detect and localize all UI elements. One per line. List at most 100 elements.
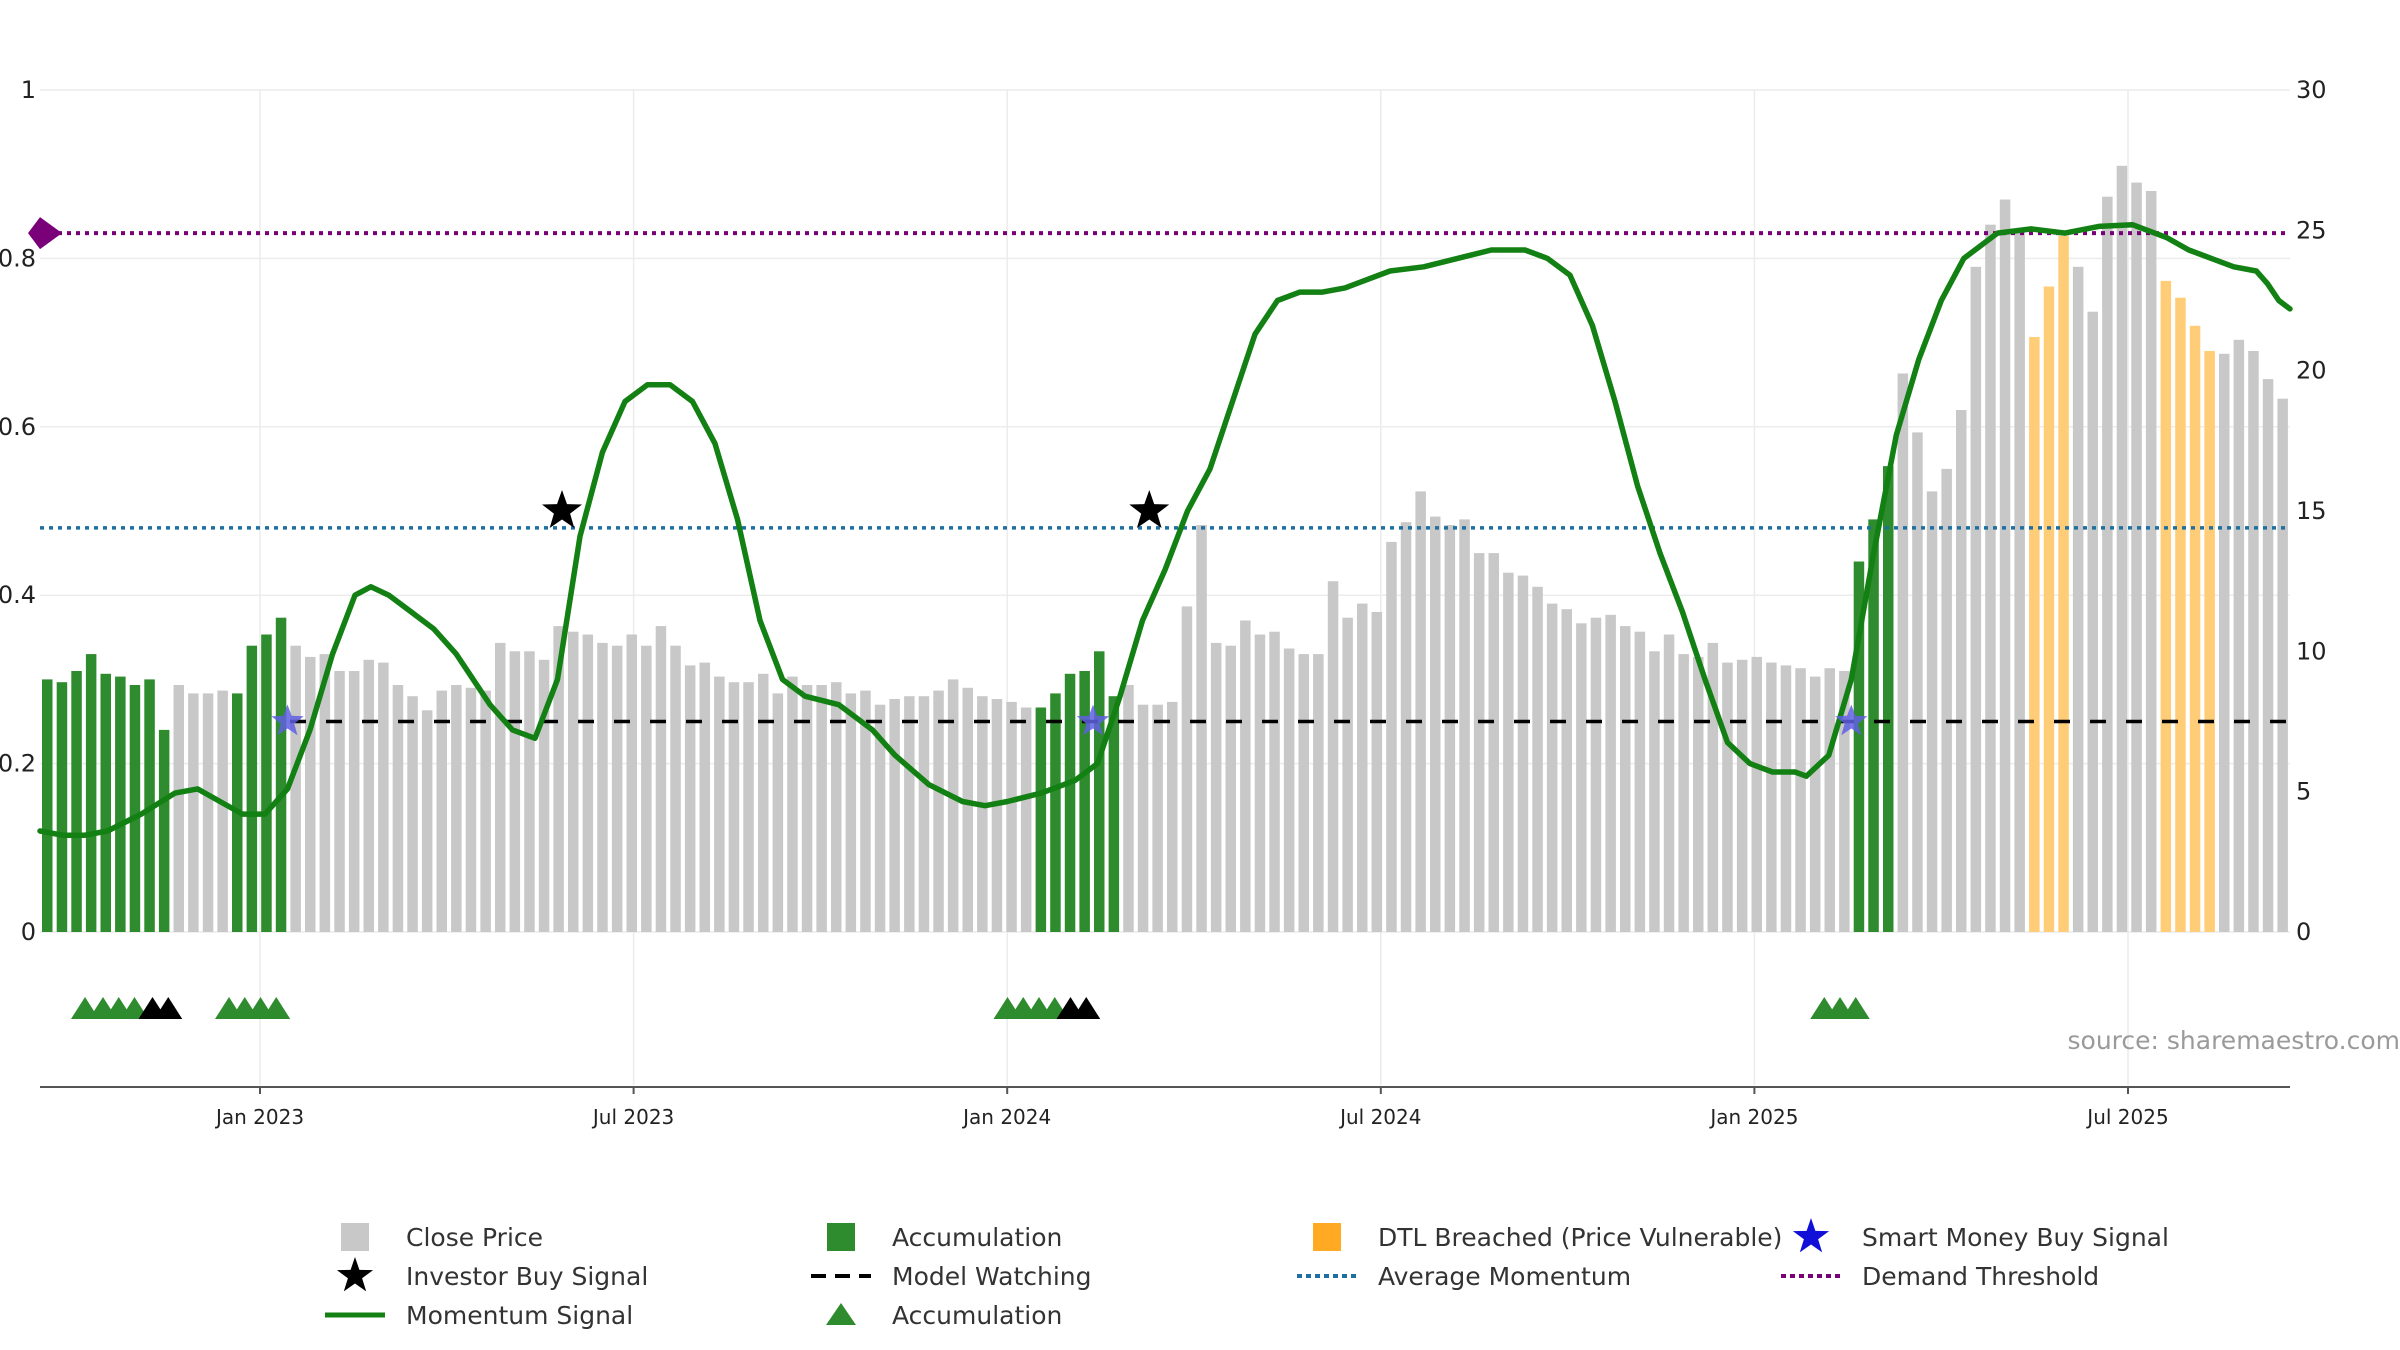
close-price-bars — [42, 165, 2288, 933]
y-left-tick: 0.2 — [0, 750, 36, 778]
y-left-tick: 0.4 — [0, 581, 36, 609]
price-bar-acc — [1050, 693, 1061, 932]
price-bar-gray — [991, 699, 1003, 932]
price-bar-gray — [524, 651, 535, 932]
x-tick-label: Jul 2024 — [1338, 1105, 1421, 1129]
price-bar-gray — [1649, 651, 1660, 932]
price-bar-gray — [2145, 191, 2157, 932]
y-right-tick: 10 — [2296, 637, 2327, 665]
legend-label: Accumulation — [892, 1223, 1062, 1252]
price-bar-gray — [1693, 656, 1704, 932]
price-bar-gray — [1167, 701, 1178, 932]
price-bar-gray — [451, 685, 462, 932]
price-bar-gray — [1240, 620, 1251, 932]
price-bar-gray — [378, 662, 389, 932]
price-bar-gray — [436, 690, 447, 932]
price-bar-acc — [261, 634, 272, 932]
price-bar-acc — [129, 685, 141, 932]
price-bar-gray — [1254, 634, 1266, 932]
legend-label: DTL Breached (Price Vulnerable) — [1378, 1223, 1782, 1252]
price-bar-gray — [1152, 704, 1163, 932]
price-bar-gray — [1663, 634, 1675, 932]
price-bar-acc — [1883, 466, 1894, 932]
reference-lines — [28, 217, 2290, 724]
y-right-tick: 5 — [2296, 778, 2311, 806]
price-bar-gray — [553, 626, 564, 932]
smart-money-star — [1076, 704, 1110, 736]
price-bar-gray — [2131, 182, 2142, 933]
price-bar-gray — [626, 634, 637, 932]
price-bar-gray — [1634, 631, 1646, 932]
price-bar-gray — [1824, 668, 1835, 932]
y-right-tick: 20 — [2296, 357, 2327, 385]
legend: Close Price Accumulation DTL Breached (Pri… — [325, 1218, 2169, 1330]
price-bar-gray — [860, 690, 871, 932]
price-bar-acc — [71, 671, 82, 932]
price-bar-gray — [1196, 525, 1207, 932]
price-bar-gray — [217, 690, 228, 932]
price-bar-gray — [1605, 614, 1616, 932]
legend-label: Close Price — [406, 1223, 543, 1252]
price-bar-gray — [421, 710, 433, 932]
price-bar-gray — [1751, 656, 1762, 932]
price-bar-gray — [1137, 704, 1149, 932]
legend-swatch-dtl — [1313, 1223, 1341, 1251]
x-tick-label: Jan 2024 — [961, 1105, 1051, 1129]
price-bar-gray — [2248, 351, 2259, 932]
price-bar-gray — [1941, 468, 1952, 932]
accumulation-triangle — [262, 997, 291, 1019]
legend-star-icon — [1792, 1218, 1830, 1253]
price-bar-gray — [933, 690, 944, 932]
legend-swatch-close-price — [341, 1223, 369, 1251]
price-bar-gray — [611, 645, 623, 932]
price-bar-gray — [1488, 553, 1499, 932]
accumulation-triangle — [1841, 997, 1870, 1019]
price-bar-gray — [1546, 603, 1558, 932]
price-bar-gray — [1269, 631, 1280, 932]
legend-triangle-icon — [826, 1303, 856, 1325]
legend-label: Investor Buy Signal — [406, 1262, 648, 1291]
price-bar-gray — [684, 665, 696, 932]
price-bar-gray — [2219, 353, 2230, 932]
price-bar-gray — [1736, 659, 1748, 932]
price-bar-gray — [509, 651, 521, 932]
price-bar-gray — [816, 685, 827, 932]
price-bar-gray — [2102, 196, 2113, 932]
price-bar-gray — [582, 634, 594, 932]
price-bar-dtl — [2175, 297, 2186, 932]
price-bar-gray — [1430, 516, 1441, 932]
price-bar-gray — [874, 704, 886, 932]
price-bar-gray — [641, 645, 652, 932]
price-bar-acc — [1079, 671, 1090, 932]
price-bar-dtl — [2189, 325, 2201, 932]
legend-swatch-accumulation — [827, 1223, 855, 1251]
price-bar-gray — [319, 654, 331, 932]
price-bar-gray — [1371, 612, 1383, 932]
price-bar-gray — [1620, 626, 1631, 932]
price-bar-gray — [1313, 654, 1324, 932]
price-bar-acc — [1035, 707, 1047, 932]
price-bar-gray — [1357, 603, 1368, 932]
price-bar-gray — [1283, 648, 1295, 932]
y-left-tick: 0 — [21, 918, 36, 946]
price-bar-gray — [1181, 606, 1193, 932]
price-bar-gray — [407, 696, 418, 932]
price-bar-gray — [845, 693, 857, 932]
smart-money-star — [1835, 704, 1868, 736]
price-bar-acc — [42, 679, 53, 932]
price-bar-gray — [568, 631, 579, 932]
price-bar-gray — [1999, 199, 2011, 932]
price-bar-gray — [1210, 642, 1222, 932]
accumulation-triangle — [1072, 997, 1101, 1019]
price-bar-gray — [290, 645, 301, 932]
price-bar-acc — [100, 673, 111, 932]
legend-label: Demand Threshold — [1862, 1262, 2099, 1291]
y-right-tick: 30 — [2296, 76, 2327, 104]
price-bar-gray — [977, 696, 988, 932]
price-bar-gray — [2277, 398, 2288, 932]
price-bar-gray — [1459, 519, 1470, 932]
price-bar-dtl — [2058, 235, 2069, 932]
price-bar-gray — [772, 693, 784, 932]
price-bar-gray — [714, 676, 725, 932]
price-bar-gray — [728, 682, 740, 932]
